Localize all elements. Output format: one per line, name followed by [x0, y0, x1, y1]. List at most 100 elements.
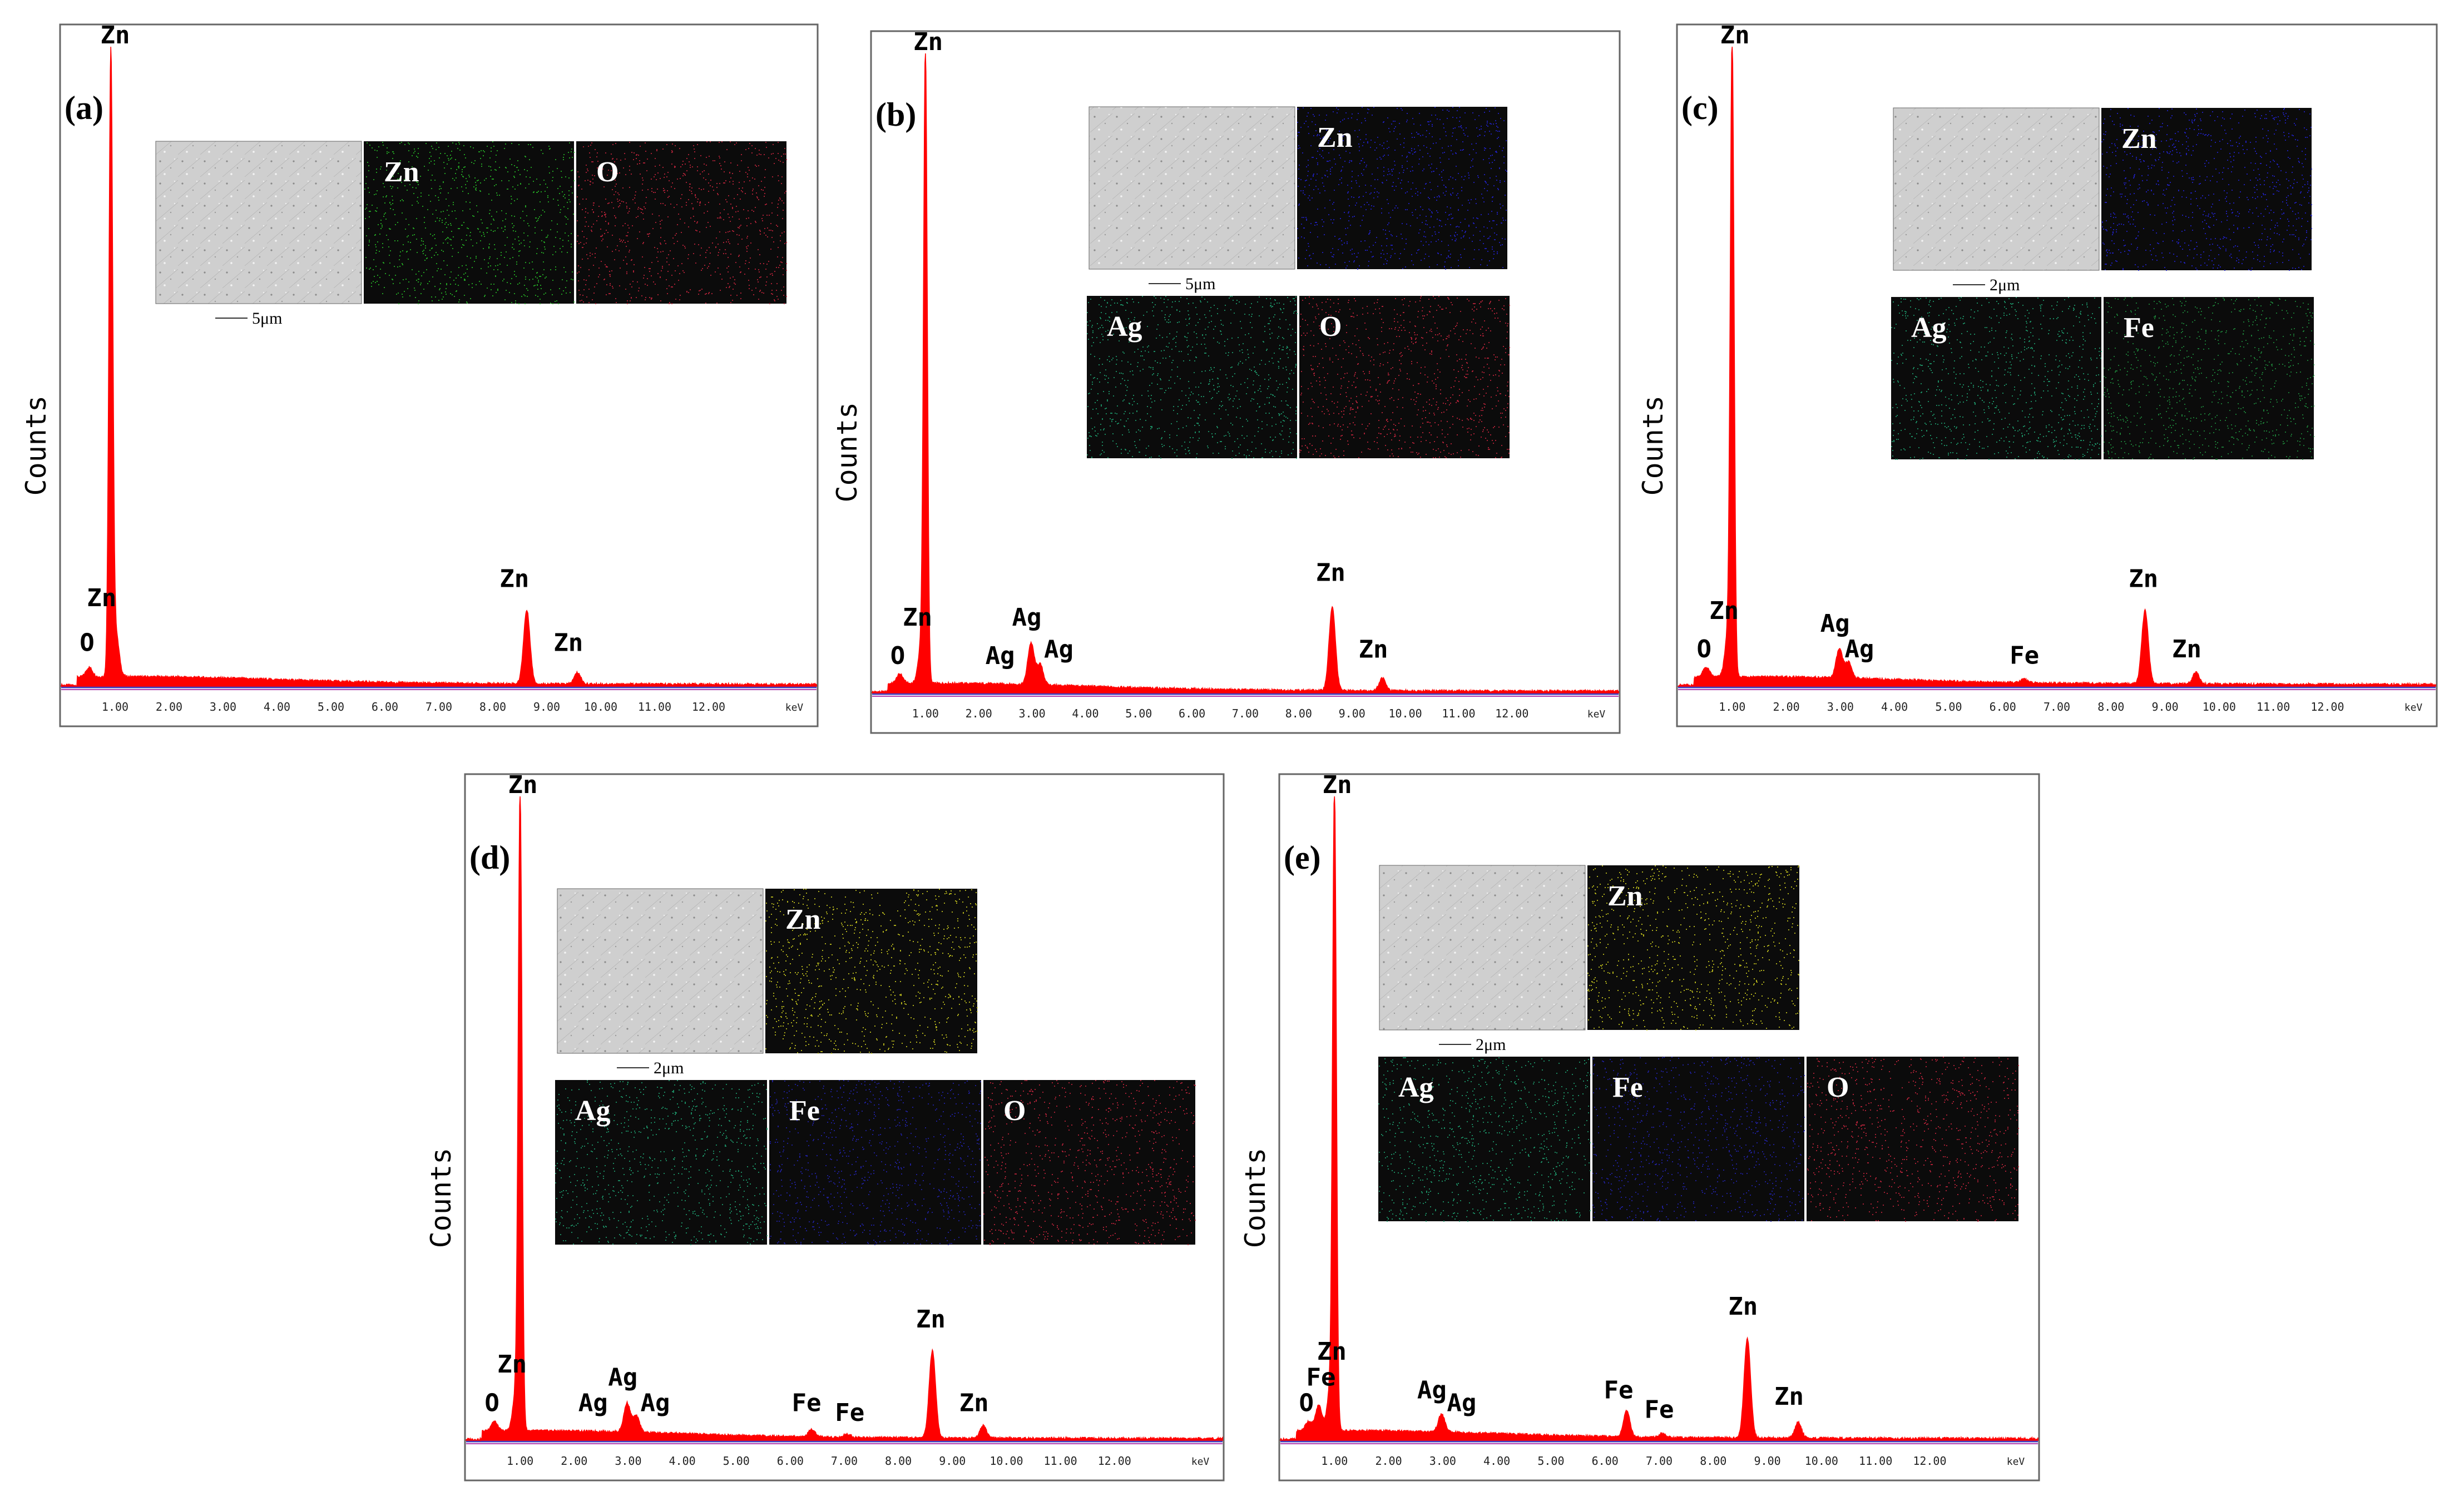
x-tick-label: 9.00	[1339, 707, 1365, 720]
map-background	[555, 1080, 767, 1245]
x-tick-label: 9.00	[533, 700, 560, 714]
x-tick-label: 5.00	[723, 1454, 750, 1468]
x-tick-label: 3.00	[615, 1454, 641, 1468]
x-tick-label: 3.00	[210, 700, 236, 714]
panel-label: (b)	[875, 96, 916, 133]
eds-panel-d: 1.00 2.00 3.00 4.00 5.00 6.00 7.00 8.00 9.00 10.0…	[425, 771, 1225, 1482]
elemental-map-O: O	[576, 141, 787, 304]
panel-label: (e)	[1284, 839, 1321, 876]
peak-label-Zn: Zn	[913, 28, 943, 56]
peak-label-Zn: Zn	[1774, 1383, 1804, 1411]
peak-label-Fe: Fe	[2010, 642, 2039, 670]
x-tick-label: 11.00	[638, 700, 671, 714]
x-tick-label: 4.00	[669, 1454, 695, 1468]
map-signal	[364, 141, 575, 304]
x-tick-label: 7.00	[2044, 700, 2070, 714]
peak-label-O: O	[1299, 1389, 1314, 1418]
sem-image	[1893, 107, 2100, 271]
eds-panel-a: 1.00 2.00 3.00 4.00 5.00 6.00 7.00 8.00 9.00 10.0…	[20, 21, 819, 727]
map-element-label: Zn	[1607, 880, 1643, 912]
map-element-label: Ag	[1398, 1072, 1434, 1103]
x-tick-label: 12.00	[1098, 1454, 1131, 1468]
peak-label-Zn: Zn	[1728, 1292, 1758, 1321]
x-tick-label: 9.00	[939, 1454, 966, 1468]
elemental-map-inset: 5μm Zn Ag O	[1087, 106, 1510, 459]
elemental-map-Zn: Zn	[2101, 108, 2312, 271]
elemental-map-Ag: Ag	[555, 1080, 768, 1245]
x-tick-label: 6.00	[1990, 700, 2016, 714]
peak-label-Fe: Fe	[1645, 1395, 1674, 1424]
map-element-label: Fe	[789, 1095, 820, 1127]
x-tick-label: 12.00	[692, 700, 725, 714]
x-tick-label: 1.00	[507, 1454, 533, 1468]
x-tick-label: 1.00	[1719, 700, 1745, 714]
x-unit-label: keV	[2404, 702, 2423, 714]
map-background	[769, 1080, 981, 1245]
eds-panel-b: 1.00 2.00 3.00 4.00 5.00 6.00 7.00 8.00 9.00 10.0…	[831, 28, 1621, 734]
elemental-map-inset: 2μm Zn Ag Fe	[1891, 107, 2314, 460]
elemental-map-O: O	[983, 1080, 1196, 1245]
x-tick-label: 2.00	[156, 700, 182, 714]
peak-label-Fe: Fe	[792, 1389, 822, 1418]
map-element-label: O	[1319, 311, 1342, 343]
elemental-map-Zn: Zn	[364, 141, 575, 304]
map-element-label: Ag	[1107, 311, 1142, 343]
peak-label-Ag: Ag	[1447, 1389, 1476, 1418]
x-tick-label: 7.00	[425, 700, 452, 714]
elemental-map-inset: 2μm Zn Ag Fe O	[555, 888, 1196, 1245]
peak-label-O: O	[890, 642, 906, 670]
peak-label-Zn: Zn	[1316, 559, 1345, 587]
spectrum-series	[1678, 46, 2436, 687]
elemental-map-inset: 5μm Zn O	[155, 141, 787, 328]
elemental-map-Fe: Fe	[769, 1080, 981, 1245]
x-tick-label: 9.00	[2151, 700, 2178, 714]
map-background	[1592, 1057, 1804, 1221]
map-element-label: O	[596, 156, 619, 188]
map-element-label: Ag	[575, 1095, 611, 1127]
peak-label-Ag: Ag	[641, 1389, 670, 1418]
x-tick-label: 5.00	[1125, 707, 1152, 720]
x-tick-label: 12.00	[1913, 1454, 1946, 1468]
peak-label-Ag: Ag	[986, 642, 1015, 670]
peak-label-Zn: Zn	[1317, 1337, 1347, 1366]
y-axis-label: Counts	[831, 402, 863, 503]
x-tick-label: 10.00	[1805, 1454, 1838, 1468]
x-tick-label: 8.00	[1700, 1454, 1726, 1468]
x-tick-label: 6.00	[372, 700, 398, 714]
scale-bar-label: 5μm	[1185, 275, 1215, 293]
x-tick-label: 8.00	[2097, 700, 2124, 714]
peak-label-Ag: Ag	[1012, 603, 1041, 632]
x-tick-label: 2.00	[966, 707, 992, 720]
map-signal	[1378, 1057, 1591, 1222]
x-unit-label: keV	[785, 702, 804, 714]
peak-label-Zn: Zn	[916, 1305, 946, 1334]
x-tick-label: 3.00	[1018, 707, 1045, 720]
elemental-map-Ag: Ag	[1378, 1057, 1591, 1222]
x-tick-label: 5.00	[318, 700, 344, 714]
map-background	[1378, 1057, 1590, 1221]
peak-label-Zn: Zn	[2129, 565, 2158, 593]
sem-image	[1379, 865, 1586, 1031]
x-tick-label: 7.00	[1232, 707, 1259, 720]
peak-label-Zn: Zn	[959, 1389, 989, 1418]
x-tick-label: 1.00	[102, 700, 128, 714]
map-element-label: Fe	[2124, 312, 2154, 344]
map-element-label: Ag	[1911, 312, 1947, 344]
elemental-map-Ag: Ag	[1087, 296, 1298, 459]
panel-label: (d)	[469, 839, 510, 876]
x-tick-label: 1.00	[912, 707, 939, 720]
y-axis-label: Counts	[1637, 395, 1669, 496]
scale-bar-label: 5μm	[252, 309, 282, 328]
map-signal	[1297, 107, 1507, 270]
eds-panel-c: 1.00 2.00 3.00 4.00 5.00 6.00 7.00 8.00 9.00 10.0…	[1637, 21, 2438, 727]
map-background	[1087, 296, 1297, 458]
map-signal	[983, 1080, 1196, 1245]
spectrum-series	[466, 796, 1223, 1442]
sem-image	[1088, 106, 1295, 270]
peak-label-Ag: Ag	[1417, 1376, 1447, 1405]
map-element-label: Zn	[785, 904, 821, 935]
map-element-label: Zn	[2121, 123, 2157, 155]
sem-image	[155, 141, 362, 304]
map-element-label: Zn	[384, 156, 419, 188]
